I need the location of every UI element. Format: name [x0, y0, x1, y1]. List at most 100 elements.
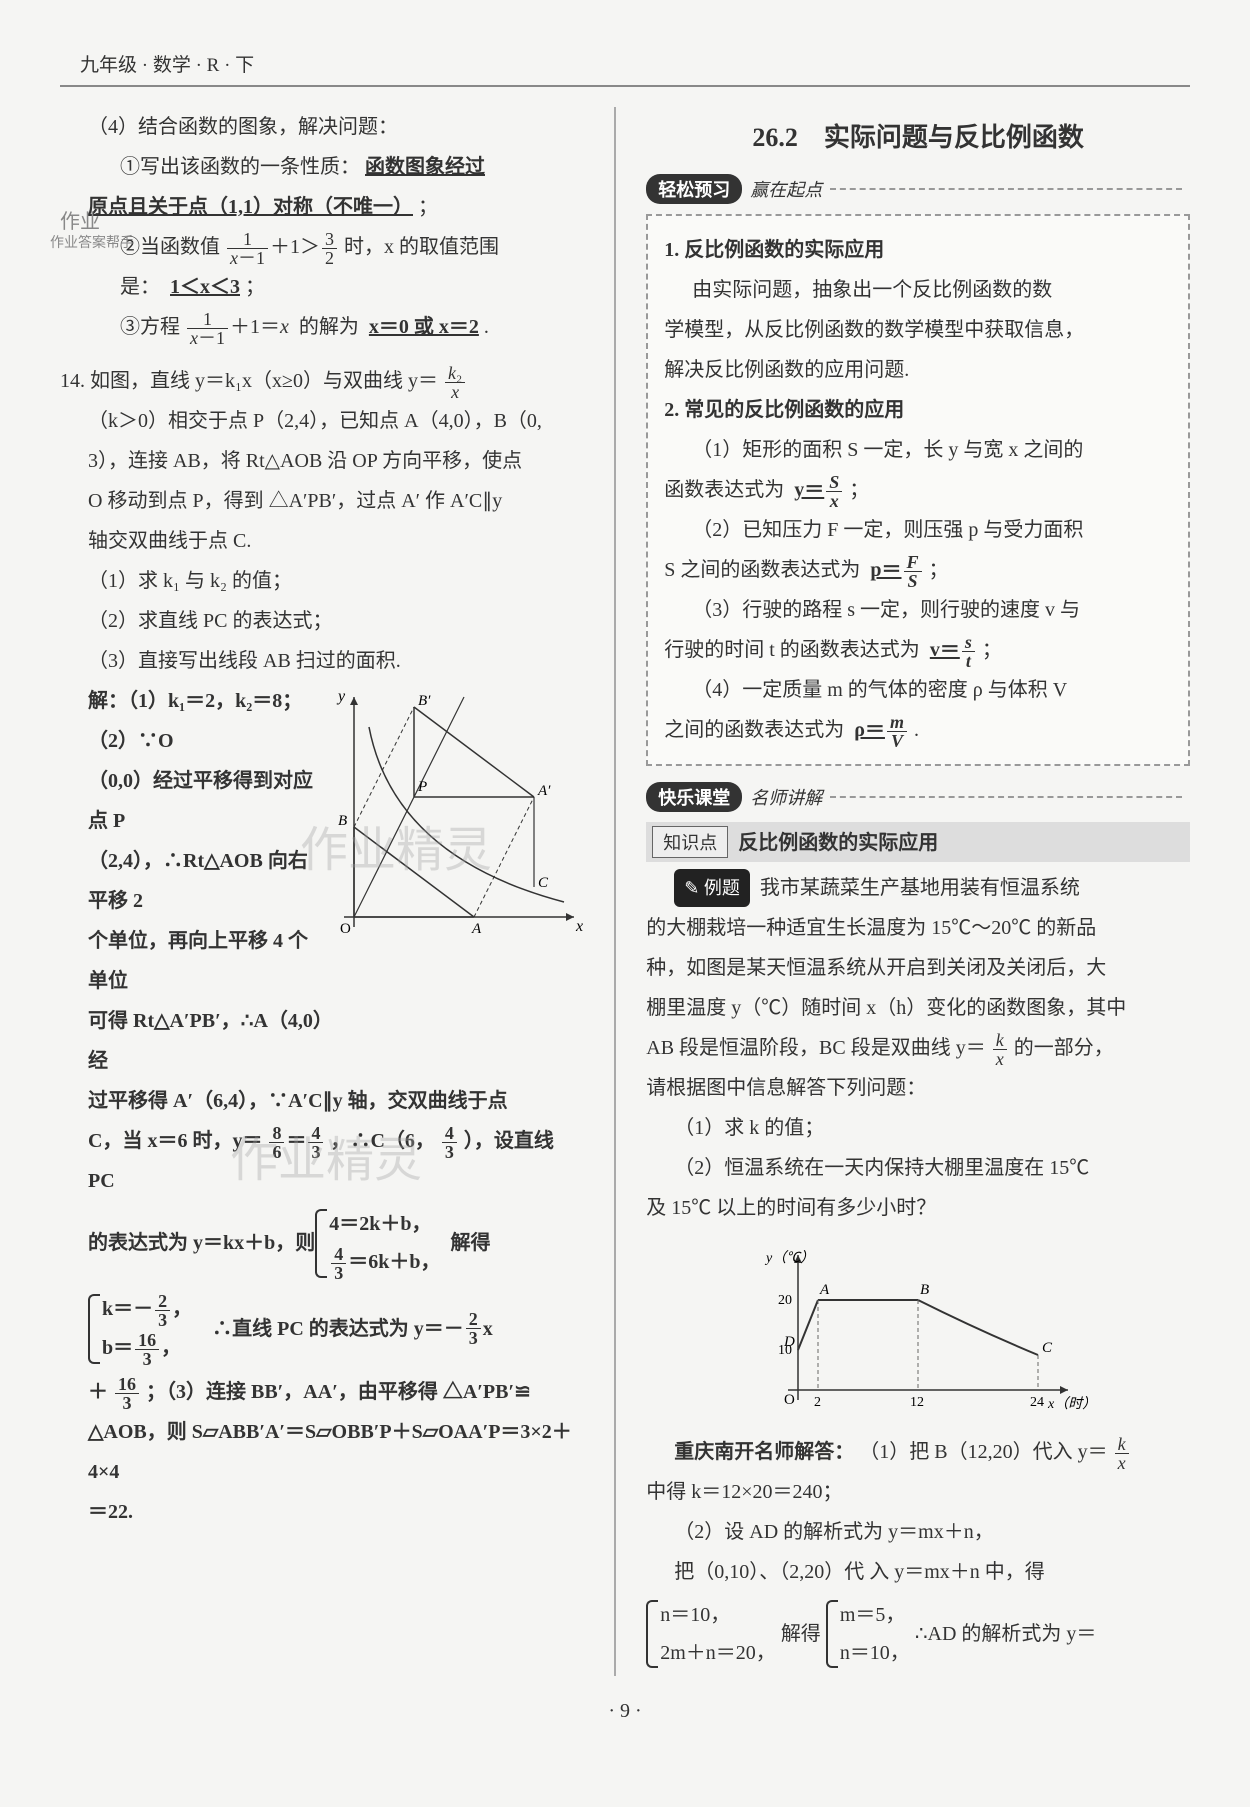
- q14a: 14. 如图，直线 y＝k₁x（x≥0）与双曲线 y＝: [60, 370, 438, 392]
- margin-note-2: 作业答案帮手: [50, 232, 134, 252]
- box-i4ans: ρ＝: [854, 719, 885, 741]
- page-number: · 9 ·: [60, 1700, 1190, 1723]
- svg-text:12: 12: [910, 1395, 924, 1410]
- margin-note-1: 作业: [60, 205, 100, 234]
- box-i3ans: v＝: [930, 639, 960, 661]
- example-label: ✎ 例题: [674, 869, 750, 907]
- page-header: 九年级 · 数学 · R · 下: [60, 50, 1190, 77]
- sys1a: 4＝2k＋b，: [329, 1205, 440, 1243]
- box-i2b-line: S 之间的函数表达式为 p＝FS ；: [664, 550, 1172, 590]
- ex5a: AB 段是恒温阶段，BC 段是双曲线 y＝: [646, 1037, 985, 1059]
- svg-text:P: P: [417, 779, 427, 795]
- ex3: 种，如图是某天恒温系统从开启到关闭及关闭后，大: [646, 948, 1190, 988]
- box-p1a: 由实际问题，抽象出一个反比例函数的数: [664, 270, 1172, 310]
- diagram-2: O x（时） y（℃） 20 10 2 12 24 A B C D: [748, 1240, 1088, 1420]
- svg-text:x: x: [575, 918, 583, 935]
- label2-sub: 名师讲解: [750, 784, 822, 810]
- svg-text:D: D: [783, 1334, 795, 1350]
- sol-7: C，当 x＝6 时，y＝ 86＝43 ，∴C（6， 43 ），设直线 PC: [60, 1121, 584, 1201]
- q4-2-ans: 1＜x＜3: [170, 276, 240, 298]
- q4-1: ①写出该函数的一条性质： 函数图象经过: [60, 147, 584, 187]
- label-class: 快乐课堂 名师讲解: [646, 782, 1190, 812]
- diagram-1: x y O A B P: [324, 687, 584, 947]
- box-i1a: （1）矩形的面积 S 一定，长 y 与宽 x 之间的: [664, 430, 1172, 470]
- ans6: ∴AD 的解析式为 y＝: [915, 1614, 1097, 1654]
- sol10a: ＋: [88, 1381, 108, 1403]
- sol7b: ，∴C（6，: [330, 1130, 434, 1152]
- sys2b: b＝: [102, 1337, 133, 1359]
- svg-text:B: B: [338, 813, 347, 829]
- ans-label: 重庆南开名师解答：: [674, 1441, 854, 1463]
- svg-text:C: C: [538, 875, 549, 891]
- label2: 快乐课堂: [646, 782, 742, 812]
- q4-1-ans1: 函数图象经过: [365, 156, 485, 178]
- q4-stem: （4）结合函数的图象，解决问题：: [60, 107, 584, 147]
- q4-3: ③方程 1x－1＋1＝x 的解为 x＝0 或 x＝2 .: [60, 307, 584, 347]
- box-i2a: （2）已知压力 F 一定，则压强 p 与受力面积: [664, 510, 1172, 550]
- q4-3-b: 的解为: [299, 316, 359, 338]
- q14-line5: 轴交双曲线于点 C.: [60, 521, 584, 561]
- sol-3: （2,4），∴Rt△AOB 向右平移 2: [60, 841, 324, 921]
- exq2b: 及 15℃ 以上的时间有多少小时？: [646, 1188, 1190, 1228]
- svg-text:y（℃）: y（℃）: [764, 1250, 814, 1266]
- q14-line3: 3），连接 AB，将 Rt△AOB 沿 OP 方向平移，使点: [60, 441, 584, 481]
- sol-9: k＝－23， b＝163， ∴直线 PC 的表达式为 y＝－ 23 x: [60, 1286, 584, 1372]
- box-i4b: 之间的函数表达式为: [664, 719, 844, 741]
- svg-text:B′: B′: [418, 693, 431, 709]
- example-line1: ✎ 例题 我市某蔬菜生产基地用装有恒温系统: [646, 868, 1190, 908]
- sys1b: ＝6k＋b，: [348, 1251, 440, 1273]
- label1-sub: 赢在起点: [750, 176, 822, 202]
- svg-text:O: O: [340, 921, 351, 937]
- diagram-2-svg: O x（时） y（℃） 20 10 2 12 24 A B C D: [748, 1240, 1088, 1420]
- box-i4a: （4）一定质量 m 的气体的密度 ρ 与体积 V: [664, 670, 1172, 710]
- svg-text:A′: A′: [537, 783, 551, 799]
- sol-11: △AOB，则 S▱ABB′A′＝S▱OBB′P＋S▱OAA′P＝3×2＋4×4: [60, 1412, 584, 1492]
- q4-1-line2: 原点且关于点（1,1）对称（不唯一） ；: [60, 187, 584, 227]
- q14-line2: （k＞0）相交于点 P（2,4），已知点 A（4,0），B（0,: [60, 401, 584, 441]
- sol-8: 的表达式为 y＝kx＋b，则 4＝2k＋b， 43＝6k＋b， 解得: [60, 1201, 584, 1286]
- q4-1-text: ①写出该函数的一条性质：: [120, 156, 360, 178]
- box-p1c: 解决反比例函数的应用问题.: [664, 350, 1172, 390]
- sol10b: ；（3）连接 BB′，AA′，由平移得 △A′PB′≌: [146, 1381, 531, 1403]
- q4-2-c: 是：: [120, 276, 160, 298]
- q4-3-a: ③方程: [120, 316, 180, 338]
- sol7a: C，当 x＝6 时，y＝: [88, 1130, 262, 1152]
- svg-text:C: C: [1042, 1340, 1053, 1356]
- q14-line4: O 移动到点 P，得到 △A′PB′，过点 A′ 作 A′C∥y: [60, 481, 584, 521]
- box-h1: 1. 反比例函数的实际应用: [664, 230, 1172, 270]
- q14-line1: 14. 如图，直线 y＝k₁x（x≥0）与双曲线 y＝ k₂x: [60, 361, 584, 401]
- ans3: （2）设 AD 的解析式为 y＝mx＋n，: [646, 1512, 1190, 1552]
- svg-text:24: 24: [1030, 1395, 1044, 1410]
- kp-text: 反比例函数的实际应用: [738, 832, 938, 854]
- q4-2: ②当函数值 1x－1＋1＞32 时，x 的取值范围: [60, 227, 584, 267]
- ex1: 我市某蔬菜生产基地用装有恒温系统: [760, 877, 1080, 899]
- ans4: 把（0,10）、（2,20）代 入 y＝mx＋n 中，得: [646, 1552, 1190, 1592]
- header-rule: [60, 85, 1190, 87]
- exq1: （1）求 k 的值；: [646, 1108, 1190, 1148]
- box-i1b: 函数表达式为: [664, 479, 784, 501]
- sol-10: ＋ 163 ；（3）连接 BB′，AA′，由平移得 △A′PB′≌: [60, 1372, 584, 1412]
- diagram-1-svg: x y O A B P: [324, 687, 584, 947]
- section-title: 26.2 实际问题与反比例函数: [646, 117, 1190, 154]
- box-i2b: S 之间的函数表达式为: [664, 559, 860, 581]
- sol8b: 解得: [451, 1223, 491, 1263]
- exq2a: （2）恒温系统在一天内保持大棚里温度在 15℃: [646, 1148, 1190, 1188]
- sol-5: 可得 Rt△A′PB′，∴A（4,0）经: [60, 1001, 324, 1081]
- box-h2: 2. 常见的反比例函数的应用: [664, 390, 1172, 430]
- sys2a: k＝－: [102, 1298, 153, 1320]
- sys4b: n＝10，: [840, 1634, 910, 1672]
- q14-q2: （2）求直线 PC 的表达式；: [60, 601, 584, 641]
- ex5b: 的一部分，: [1014, 1037, 1114, 1059]
- ans2: 中得 k＝12×20＝240；: [646, 1472, 1190, 1512]
- kp-label: 知识点: [652, 826, 728, 858]
- sys3b: 2m＋n＝20，: [660, 1634, 776, 1672]
- info-box: 1. 反比例函数的实际应用 由实际问题，抽象出一个反比例函数的数 学模型，从反比…: [646, 214, 1190, 766]
- q14-q3: （3）直接写出线段 AB 扫过的面积.: [60, 641, 584, 681]
- svg-text:x（时）: x（时）: [1047, 1396, 1088, 1412]
- sol9b: x: [483, 1309, 493, 1349]
- box-i3a: （3）行驶的路程 s 一定，则行驶的速度 v 与: [664, 590, 1172, 630]
- label-preview: 轻松预习 赢在起点: [646, 174, 1190, 204]
- ex5: AB 段是恒温阶段，BC 段是双曲线 y＝ kx 的一部分，: [646, 1028, 1190, 1068]
- box-i1b-line: 函数表达式为 y＝Sx ；: [664, 470, 1172, 510]
- q4-3-ans: x＝0 或 x＝2: [369, 316, 479, 338]
